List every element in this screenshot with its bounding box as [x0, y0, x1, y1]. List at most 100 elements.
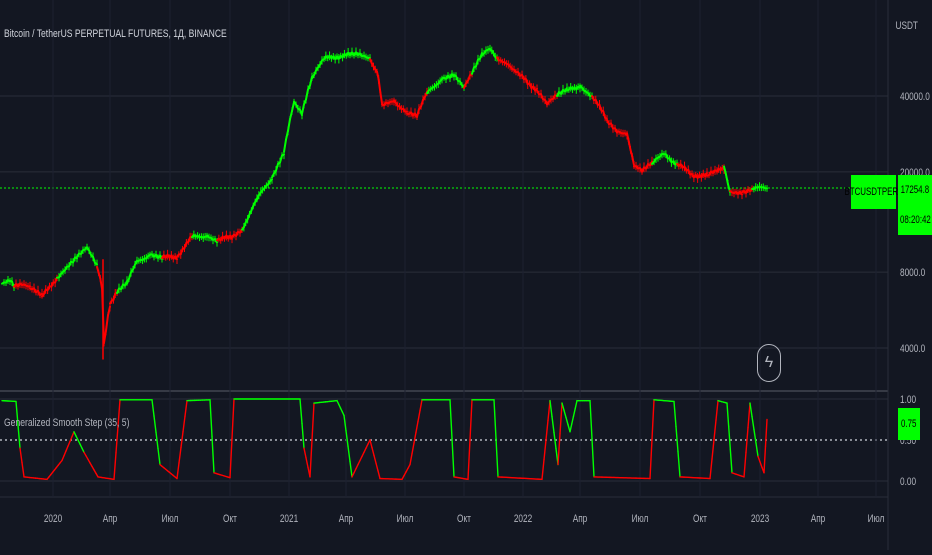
indicator-segment [376, 463, 378, 471]
lightning-bolt-icon[interactable]: ϟ [757, 344, 781, 382]
symbol-title[interactable]: Bitcoin / TetherUS PERPETUAL FUTURES, 1Д… [4, 28, 227, 40]
indicator-segment [154, 416, 156, 432]
indicator-segment [181, 432, 183, 448]
indicator-segment [710, 459, 712, 478]
indicator-segment [674, 401, 676, 426]
indicator-segment [114, 453, 116, 480]
indicator-segment [158, 448, 160, 464]
time-tick-label: Июл [632, 513, 649, 525]
indicator-segment [300, 399, 302, 424]
time-tick-label: 2023 [751, 513, 769, 525]
indicator-segment [650, 439, 652, 478]
price-tick-label: 8000.0 [900, 267, 926, 279]
indicator-segment [185, 401, 187, 417]
indicator-segment [156, 432, 158, 448]
indicator-segment [676, 427, 678, 452]
indicator-segment [470, 400, 472, 440]
time-tick-label: 2021 [280, 513, 298, 525]
indicator-segment [564, 410, 566, 417]
currency-label: USDT [896, 20, 918, 32]
indicator-segment [212, 436, 214, 472]
indicator-segment [66, 446, 68, 451]
indicator-segment [232, 399, 234, 438]
indicator-segment [152, 400, 154, 416]
indicator-segment [750, 403, 752, 416]
indicator-segment [754, 430, 756, 443]
indicator-segment [116, 426, 118, 453]
time-tick-label: Окт [693, 513, 707, 525]
time-tick-label: 2022 [514, 513, 532, 525]
indicator-segment [678, 452, 680, 477]
indicator-segment [652, 400, 654, 439]
indicator-segment [177, 463, 179, 479]
indicator-segment [546, 420, 548, 440]
indicator-segment [452, 438, 454, 477]
indicator-segment [566, 417, 568, 424]
symbol-tag-text: BTCUSDTPERP [844, 186, 903, 198]
indicator-segment [727, 403, 729, 426]
price-tick-label: 40000.0 [900, 91, 930, 103]
indicator-title[interactable]: Generalized Smooth Step (35, 5) [4, 417, 129, 429]
indicator-segment [62, 456, 64, 461]
indicator-segment [712, 440, 714, 459]
indicator-segment [560, 403, 562, 434]
indicator-tick-label: 1.00 [900, 394, 917, 406]
time-tick-label: Окт [457, 513, 471, 525]
indicator-segment [418, 411, 420, 422]
indicator-segment [22, 463, 24, 477]
indicator-segment [764, 446, 766, 473]
indicator-segment [304, 448, 306, 458]
indicator-segment [552, 417, 554, 433]
indicator-tick-label: 0.00 [900, 476, 917, 488]
indicator-segment [179, 447, 181, 463]
indicator-segment [468, 440, 470, 480]
indicator-segment [558, 434, 560, 465]
time-tick-label: Апр [811, 513, 826, 525]
indicator-segment [575, 401, 577, 409]
countdown-tag: 08:20:42 [898, 205, 932, 235]
price-tick-label: 4000.0 [900, 343, 926, 355]
indicator-segment [716, 401, 718, 420]
time-tick-label: Окт [223, 513, 237, 525]
indicator-segment [312, 403, 314, 440]
time-tick-label: 2020 [44, 513, 63, 525]
time-tick-label: Апр [339, 513, 354, 525]
indicator-series [2, 399, 767, 479]
indicator-segment [554, 433, 556, 449]
indicator-segment [372, 448, 374, 456]
indicator-segment [412, 443, 414, 454]
indicator-segment [766, 420, 768, 447]
indicator-segment [414, 432, 416, 443]
indicator-segment [450, 400, 452, 439]
indicator-segment [302, 424, 304, 449]
axis-labels: 40000.020000.08000.04000.01.000.500.0020… [44, 91, 930, 525]
indicator-segment [210, 400, 212, 436]
indicator-segment [494, 400, 496, 439]
indicator-segment [572, 416, 574, 424]
indicator-value-tag-text: 0.75 [901, 418, 916, 430]
time-tick-label: Апр [103, 513, 118, 525]
indicator-segment [748, 403, 750, 428]
indicator-segment [574, 408, 576, 416]
indicator-segment [752, 416, 754, 429]
indicator-segment [542, 460, 544, 480]
indicator-segment [496, 438, 498, 477]
indicator-segment [592, 439, 594, 477]
grid-layer [0, 0, 888, 550]
indicator-segment [410, 454, 412, 465]
indicator-segment [550, 401, 552, 417]
price-tag-text: 17254.8 [901, 184, 930, 196]
indicator-segment [746, 428, 748, 453]
indicator-segment [374, 455, 376, 463]
indicator-segment [544, 440, 546, 460]
indicator-segment [714, 420, 716, 439]
indicator-segment [420, 400, 422, 411]
indicator-segment [64, 451, 66, 456]
symbol-tag: BTCUSDTPERP [851, 175, 896, 209]
indicator-segment [378, 471, 380, 479]
countdown-tag-text: 08:20:42 [900, 214, 931, 226]
indicator-value-tag: 0.75 [898, 408, 920, 440]
time-tick-label: Июл [868, 513, 885, 525]
